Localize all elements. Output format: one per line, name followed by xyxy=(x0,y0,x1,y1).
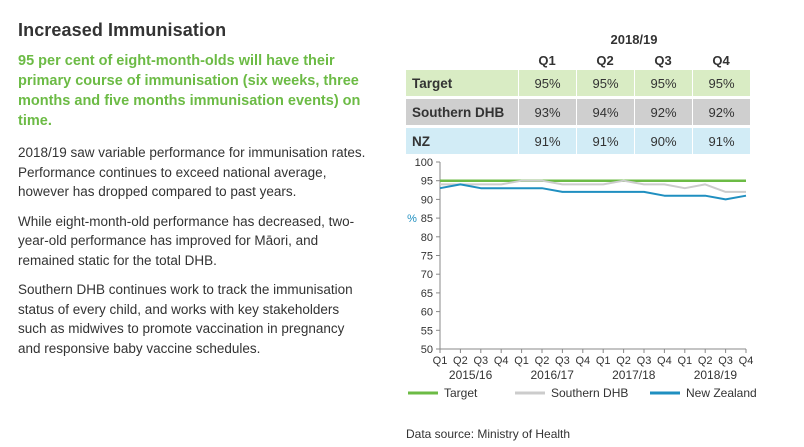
y-tick-label: 60 xyxy=(421,307,433,319)
x-tick-label: Q4 xyxy=(575,355,590,367)
x-group-label: 2015/16 xyxy=(449,368,493,382)
text-panel: Increased Immunisation 95 per cent of ei… xyxy=(18,20,368,368)
table-cell: 95% xyxy=(692,70,750,96)
table-year: 2018/19 xyxy=(610,32,658,47)
y-tick-label: 80 xyxy=(421,232,433,244)
legend-label: Target xyxy=(444,386,478,400)
table-cell: 91% xyxy=(518,128,576,154)
y-tick-label: 65 xyxy=(421,288,433,300)
table-header-quarter: Q4 xyxy=(712,52,730,68)
y-tick-label: 85 xyxy=(421,213,433,225)
table-cell: 91% xyxy=(692,128,750,154)
row-label: Target xyxy=(412,75,453,91)
x-group-label: 2016/17 xyxy=(531,368,575,382)
results-table: 2018/19 Q1 Q2 Q3 Q4 Target 95% 95% 95% 9… xyxy=(406,32,750,157)
section-title: Increased Immunisation xyxy=(18,20,227,40)
lead-statement: 95 per cent of eight-month-olds will hav… xyxy=(18,53,361,129)
table-cell: 91% xyxy=(576,128,634,154)
y-axis-label: % xyxy=(407,213,417,225)
x-group-label: 2018/19 xyxy=(694,368,738,382)
x-tick-label: Q2 xyxy=(698,355,713,367)
y-tick-label: 95 xyxy=(421,176,433,188)
y-tick-label: 55 xyxy=(421,325,433,337)
table-cell: 95% xyxy=(518,70,576,96)
table-cell: 95% xyxy=(576,70,634,96)
paragraph: 2018/19 saw variable performance for imm… xyxy=(18,145,366,199)
paragraph: Southern DHB continues work to track the… xyxy=(18,282,353,356)
x-tick-label: Q4 xyxy=(739,355,754,367)
table-cell: 93% xyxy=(518,99,576,125)
x-tick-label: Q3 xyxy=(637,355,652,367)
x-tick-label: Q1 xyxy=(596,355,611,367)
x-tick-label: Q1 xyxy=(433,355,448,367)
immunisation-line-chart: 50 55 60 65 70 75 80 85 90 95 100% Q1 Q2 Q3 Q4 Q1 Q2 Q3 Q4… xyxy=(407,157,757,400)
data-source: Data source: Ministry of Health xyxy=(406,427,571,441)
x-tick-label: Q4 xyxy=(494,355,509,367)
table-cell: 94% xyxy=(576,99,634,125)
table-cell: 92% xyxy=(692,99,750,125)
row-label: NZ xyxy=(412,133,430,149)
y-tick-label: 70 xyxy=(421,269,433,281)
x-tick-label: Q2 xyxy=(453,355,468,367)
row-label: Southern DHB xyxy=(412,104,505,120)
table-header-row: Q1 Q2 Q3 Q4 xyxy=(406,50,750,70)
table-row-southern-dhb: Southern DHB 93% 94% 92% 92% xyxy=(406,99,750,125)
table-cell: 92% xyxy=(634,99,692,125)
x-tick-label: Q3 xyxy=(718,355,733,367)
x-tick-label: Q3 xyxy=(555,355,570,367)
series-line-southern-dhb xyxy=(440,179,746,193)
x-tick-label: Q2 xyxy=(535,355,550,367)
table-header-quarter: Q2 xyxy=(596,52,614,68)
table-header-quarter: Q1 xyxy=(538,52,556,68)
y-tick-label: 50 xyxy=(421,344,433,356)
x-tick-label: Q4 xyxy=(657,355,672,367)
table-cell: 90% xyxy=(634,128,692,154)
table-row-nz: NZ 91% 91% 90% 91% xyxy=(406,128,750,154)
series-line-new-zealand xyxy=(439,183,747,201)
y-tick-label: 90 xyxy=(421,194,433,206)
table-header-quarter: Q3 xyxy=(654,52,672,68)
x-group-label: 2017/18 xyxy=(612,368,656,382)
y-tick-label: 75 xyxy=(421,251,433,263)
table-row-target: Target 95% 95% 95% 95% xyxy=(406,70,750,96)
x-tick-label: Q3 xyxy=(473,355,488,367)
table-cell: 95% xyxy=(634,70,692,96)
x-tick-label: Q2 xyxy=(616,355,631,367)
legend-label: Southern DHB xyxy=(551,386,628,400)
x-tick-label: Q1 xyxy=(677,355,692,367)
paragraph: While eight-month-old performance has de… xyxy=(18,213,355,268)
y-tick-label: 100 xyxy=(415,157,433,169)
legend-label: New Zealand xyxy=(686,386,757,400)
x-tick-label: Q1 xyxy=(514,355,529,367)
